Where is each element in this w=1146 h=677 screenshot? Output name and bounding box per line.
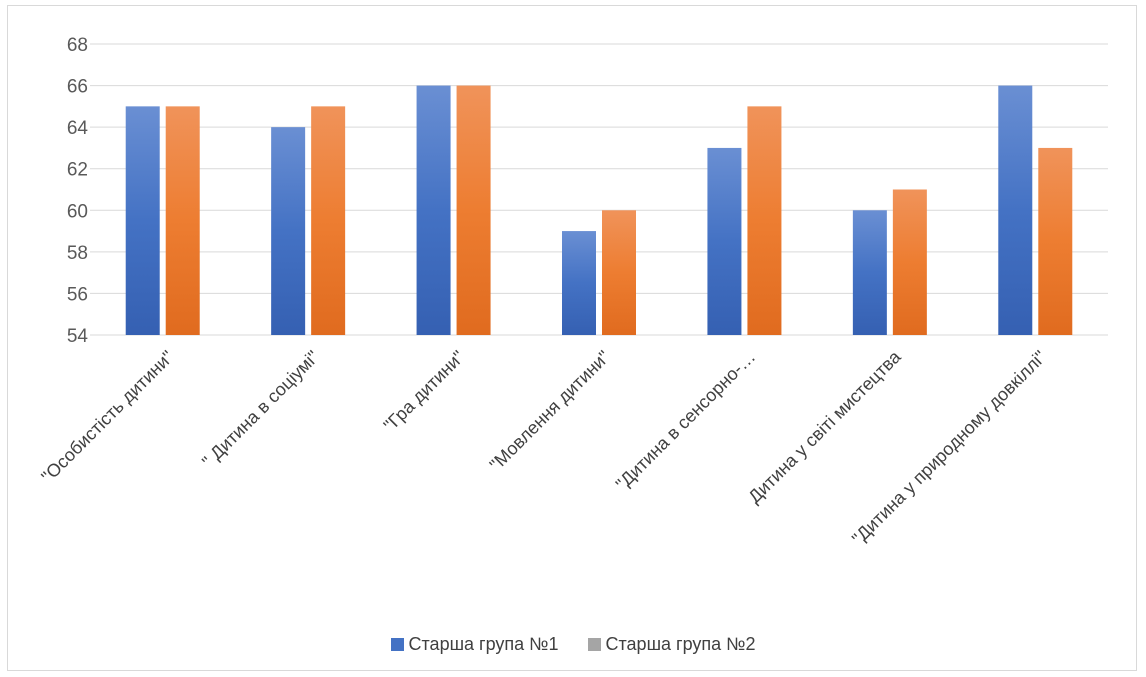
y-tick-label: 58 [67,243,88,264]
bar-series-2 [165,106,200,335]
legend-swatch-series-2 [587,638,601,651]
legend-label-series-1: Старша група №1 [408,634,559,654]
bar-series-1 [125,106,160,335]
x-category-label: Дитина у світі мистецтва [744,346,905,507]
x-category-label: "Дитина в сенсорно-… [612,347,759,494]
bar-series-2 [602,210,636,335]
y-axis-ticks: 54 56 58 60 62 64 66 68 [67,35,89,347]
x-category-label: " Дитина в соціумі" [198,347,323,472]
y-tick-label: 68 [67,35,88,56]
legend: Старша група №1 Старша група №2 [0,634,1146,656]
y-tick-label: 62 [67,160,88,181]
x-category-label: "Гра дитини" [380,347,469,436]
x-category-label: "Мовлення дитини" [486,347,614,475]
y-tick-label: 54 [67,326,89,347]
bar-series-1 [271,127,306,336]
bars [125,85,1073,336]
y-tick-label: 66 [67,77,88,98]
bar-series-1 [852,210,887,335]
legend-item-series-1: Старша група №1 [390,634,559,655]
legend-swatch-series-1 [390,638,404,651]
y-tick-label: 56 [67,284,88,305]
legend-item-series-2: Старша група №2 [587,634,756,655]
bar-series-2 [456,85,491,335]
bar-series-2 [311,106,346,335]
bar-series-2 [892,189,927,335]
bar-series-1 [562,231,596,335]
bar-series-1 [707,147,742,335]
x-axis-labels: "Особистість дитини" " Дитина в соціумі" "… [37,346,1050,549]
bar-series-2 [1038,147,1073,335]
bar-series-1 [998,85,1033,335]
bar-series-1 [416,85,451,335]
x-category-label: "Особистість дитини" [37,347,177,487]
bar-series-2 [747,106,782,335]
legend-label-series-2: Старша група №2 [605,634,756,654]
y-tick-label: 60 [67,201,88,222]
y-tick-label: 64 [67,118,89,139]
gridlines [90,43,1108,336]
